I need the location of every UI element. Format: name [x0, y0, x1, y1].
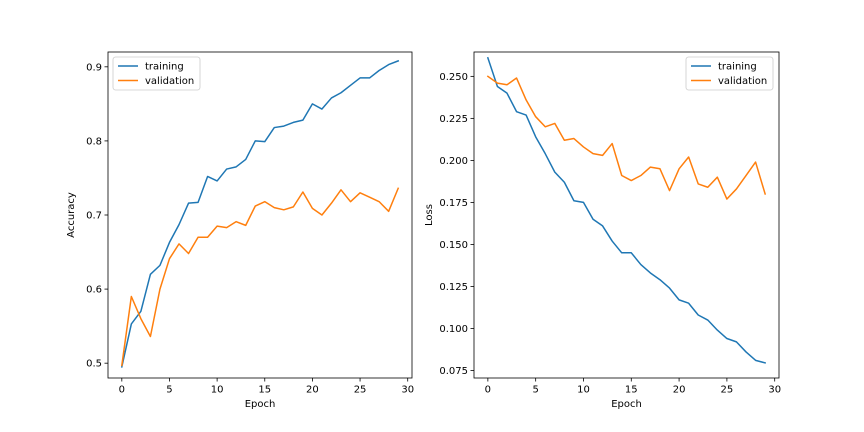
series-line-training [120, 59, 400, 368]
x-tick-label: 0 [119, 385, 125, 396]
x-tick-label: 10 [577, 385, 590, 396]
axes-frame [473, 51, 780, 379]
series-line-training [486, 56, 767, 364]
x-tick-label: 30 [401, 385, 414, 396]
x-tick-label: 25 [721, 385, 734, 396]
x-tick-label: 10 [211, 385, 224, 396]
legend-label-training: training [718, 62, 757, 73]
x-axis-label: Epoch [245, 399, 276, 410]
legend-label-training: training [145, 62, 184, 73]
loss-panel: 0 5 10 15 20 25 30 0.075 0.100 0.125 0.150 0.175 0.2… [424, 51, 781, 410]
y-tick-label: 0.8 [86, 136, 102, 147]
legend-label-validation: validation [718, 76, 767, 87]
y-tick-label: 0.9 [86, 62, 102, 73]
plot-area [108, 52, 412, 378]
x-tick-label: 15 [625, 385, 638, 396]
y-tick-label: 0.200 [439, 156, 468, 167]
x-tick-label: 20 [673, 385, 686, 396]
y-axis-label: Accuracy [66, 192, 77, 238]
plot-area [474, 52, 779, 378]
y-tick-label: 0.225 [439, 114, 468, 125]
legend: training validation [112, 56, 201, 91]
series-line-validation [120, 187, 400, 367]
y-tick-label: 0.5 [86, 359, 102, 370]
y-tick-label: 0.6 [86, 285, 102, 296]
y-tick-label: 0.175 [439, 198, 468, 209]
x-tick-label: 5 [532, 385, 538, 396]
x-axis-label: Epoch [611, 399, 642, 410]
series-line-validation [486, 75, 767, 200]
accuracy-panel: 0 5 10 15 20 25 30 0.5 0.6 0.7 0.8 0.9 Epoch Accuracy… [66, 51, 414, 410]
y-axis-label: Loss [424, 204, 435, 226]
y-tick-label: 0.125 [439, 282, 468, 293]
legend-label-validation: validation [145, 76, 194, 87]
x-tick-label: 15 [258, 385, 271, 396]
y-tick-label: 0.075 [439, 366, 468, 377]
legend: training validation [685, 56, 774, 91]
y-tick-label: 0.150 [439, 240, 468, 251]
x-tick-label: 25 [354, 385, 367, 396]
y-tick-label: 0.250 [439, 72, 468, 83]
y-tick-label: 0.7 [86, 211, 102, 222]
x-tick-label: 30 [768, 385, 781, 396]
x-tick-label: 0 [485, 385, 491, 396]
x-tick-label: 5 [166, 385, 172, 396]
axes-frame [107, 51, 413, 379]
x-tick-label: 20 [306, 385, 319, 396]
y-tick-label: 0.100 [439, 324, 468, 335]
